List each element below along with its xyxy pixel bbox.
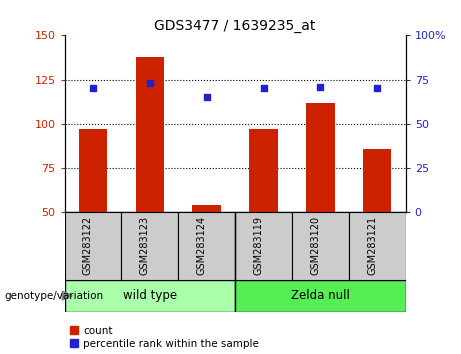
Point (260, 86, 267, 91)
Point (89, 86, 97, 91)
Bar (65, 212, 121, 280)
Text: GSM283120: GSM283120 (310, 216, 320, 275)
Legend: count, percentile rank within the sample: count, percentile rank within the sample (70, 326, 259, 349)
Bar (235, 212, 292, 280)
Bar (193, 205, 221, 212)
Text: wild type: wild type (123, 289, 177, 302)
Text: GSM283122: GSM283122 (83, 216, 93, 275)
Bar (121, 212, 178, 280)
Bar (292, 212, 349, 280)
Bar (79, 129, 107, 212)
Bar (349, 212, 406, 280)
Text: GSM283119: GSM283119 (254, 216, 264, 275)
Text: GSM283121: GSM283121 (367, 216, 377, 275)
Bar (363, 149, 391, 212)
Point (203, 95, 210, 100)
Polygon shape (62, 291, 72, 300)
Text: genotype/variation: genotype/variation (5, 291, 104, 301)
Text: GSM283124: GSM283124 (197, 216, 207, 275)
Bar (65, 280, 235, 312)
Point (317, 84, 324, 90)
Title: GDS3477 / 1639235_at: GDS3477 / 1639235_at (154, 19, 316, 33)
Point (146, 80, 154, 86)
Bar (136, 57, 164, 212)
Bar (178, 212, 235, 280)
Text: GSM283123: GSM283123 (140, 216, 150, 275)
Bar (249, 129, 278, 212)
Bar (235, 280, 406, 312)
Point (373, 86, 381, 91)
Text: Zelda null: Zelda null (291, 289, 350, 302)
Bar (306, 103, 335, 212)
